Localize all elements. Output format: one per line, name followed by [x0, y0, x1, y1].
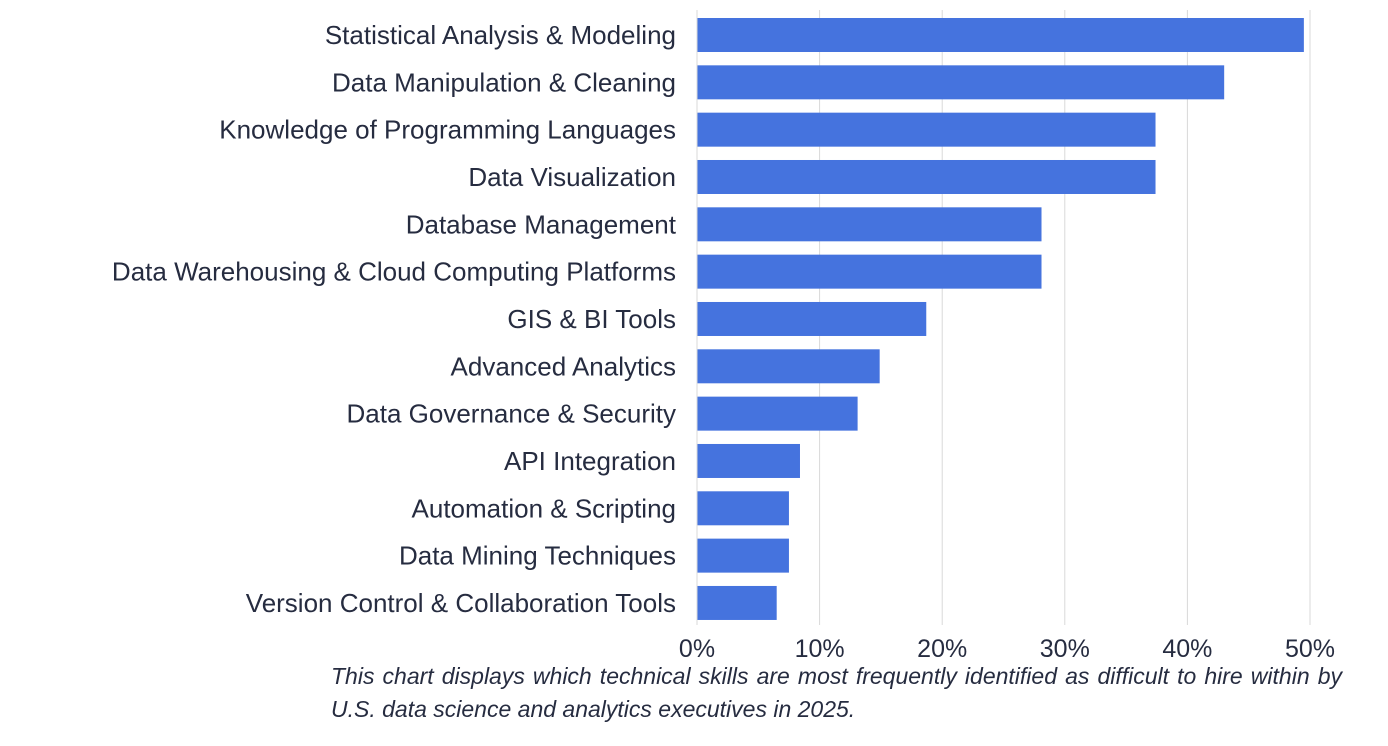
- category-label: Data Warehousing & Cloud Computing Platf…: [112, 257, 676, 287]
- bar: [697, 112, 1156, 147]
- category-label: Statistical Analysis & Modeling: [325, 20, 676, 50]
- category-label: GIS & BI Tools: [507, 304, 676, 334]
- bar: [697, 349, 880, 384]
- category-label: Knowledge of Programming Languages: [219, 115, 676, 145]
- category-label: Database Management: [406, 209, 677, 239]
- bar: [697, 443, 800, 478]
- x-tick-label: 40%: [1162, 635, 1212, 663]
- category-label: Advanced Analytics: [451, 351, 676, 381]
- x-tick-label: 30%: [1040, 635, 1090, 663]
- category-label: Version Control & Collaboration Tools: [246, 588, 676, 618]
- x-tick-label: 0%: [679, 635, 715, 663]
- bar: [697, 159, 1156, 194]
- category-label: Data Visualization: [468, 162, 676, 192]
- bar: [697, 207, 1042, 242]
- x-tick-label: 20%: [917, 635, 967, 663]
- category-label: Data Mining Techniques: [399, 541, 676, 571]
- bar: [697, 396, 858, 431]
- bar: [697, 18, 1304, 52]
- bar: [697, 301, 927, 336]
- category-label: Automation & Scripting: [412, 493, 676, 523]
- bar: [697, 65, 1225, 100]
- bar: [697, 585, 777, 620]
- x-tick-label: 50%: [1285, 635, 1335, 663]
- chart-caption: This chart displays which technical skil…: [331, 663, 1342, 722]
- category-label: Data Manipulation & Cleaning: [332, 67, 676, 97]
- category-label: Data Governance & Security: [347, 399, 677, 429]
- category-label: API Integration: [504, 446, 676, 476]
- bar: [697, 254, 1042, 289]
- bar: [697, 538, 789, 573]
- x-tick-label: 10%: [795, 635, 845, 663]
- bar: [697, 491, 789, 526]
